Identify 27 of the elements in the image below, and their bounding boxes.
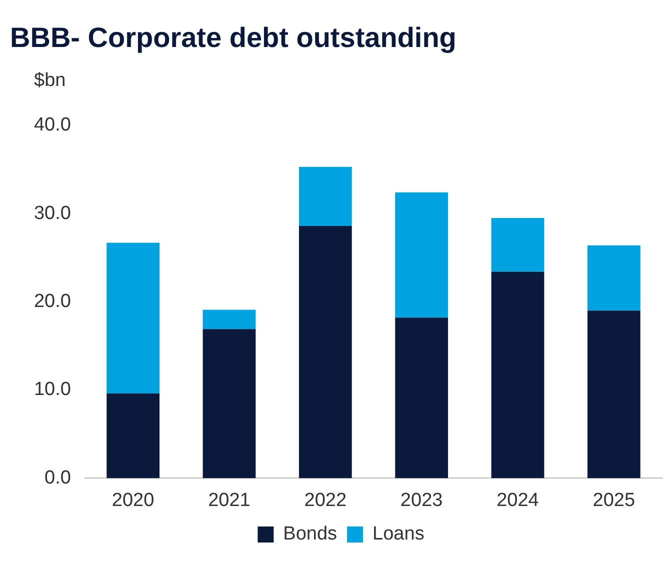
y-tick-label: 0.0: [44, 467, 71, 488]
bar: [587, 310, 640, 478]
bar: [298, 166, 352, 226]
x-tick-label: 2022: [304, 490, 347, 511]
bar: [106, 242, 160, 394]
legend-label: Bonds: [283, 524, 338, 545]
y-tick-label: 10.0: [34, 379, 71, 400]
bar: [202, 329, 256, 478]
chart-title: BBB- Corporate debt outstanding: [10, 22, 456, 54]
bar: [202, 310, 256, 330]
bar: [587, 245, 640, 311]
x-tick-label: 2020: [112, 490, 154, 511]
x-tick-label: 2023: [400, 490, 443, 511]
x-tick-label: 2021: [208, 490, 250, 511]
y-tick-label: 30.0: [34, 202, 71, 224]
y-tick-label: 20.0: [34, 291, 71, 312]
bar: [395, 318, 448, 478]
y-tick-label: 40.0: [34, 114, 71, 136]
x-tick-label: 2024: [496, 490, 540, 511]
x-tick-label: 2025: [592, 490, 636, 511]
y-axis-title: $bn: [34, 70, 66, 92]
bar: [491, 272, 544, 478]
bar: [298, 226, 352, 478]
legend-label: Loans: [372, 524, 424, 545]
bar: [491, 218, 544, 272]
bar: [395, 192, 448, 318]
bar: [106, 394, 160, 478]
